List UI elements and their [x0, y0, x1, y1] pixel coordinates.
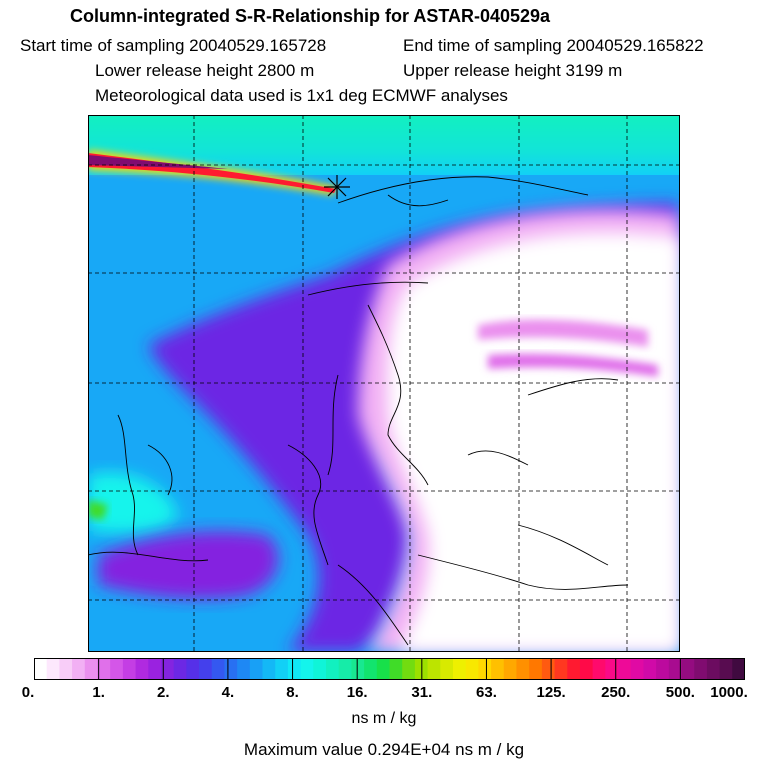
- colorbar: [34, 658, 745, 680]
- colorbar-cell: [719, 658, 733, 680]
- sensitivity-map: [88, 115, 680, 652]
- colorbar-cell: [630, 658, 644, 680]
- colorbar-cell: [541, 658, 555, 680]
- map-frame: [88, 115, 680, 652]
- colorbar-tick-label: 500.: [665, 684, 695, 701]
- colorbar-cell: [97, 658, 111, 680]
- colorbar-cell: [34, 658, 48, 680]
- upper-height-label: Upper release height 3199 m: [403, 61, 623, 80]
- colorbar-cell: [287, 658, 302, 680]
- lower-height-label: Lower release height 2800 m: [95, 61, 315, 80]
- colorbar-cell: [84, 658, 98, 680]
- colorbar-cell: [643, 658, 657, 680]
- colorbar-cell: [326, 658, 340, 680]
- colorbar-cell: [262, 658, 276, 680]
- colorbar-cell: [148, 658, 162, 680]
- plot-title: Column-integrated S-R-Relationship for A…: [70, 6, 551, 26]
- colorbar-cell: [579, 658, 594, 680]
- colorbar-cell: [364, 658, 378, 680]
- colorbar-cell: [173, 658, 187, 680]
- colorbar-cell: [389, 658, 403, 680]
- start-time-label: Start time of sampling 20040529.165728: [20, 36, 327, 55]
- colorbar-tick-label: 31.: [411, 684, 433, 701]
- colorbar-cell: [160, 658, 175, 680]
- colorbar-cell: [567, 658, 581, 680]
- colorbar-tick-label: 0.: [21, 684, 35, 701]
- colorbar-cell: [338, 658, 352, 680]
- colorbar-cell: [402, 658, 416, 680]
- colorbar-unit: ns m / kg: [351, 710, 417, 727]
- colorbar-cell: [237, 658, 251, 680]
- colorbar-cell: [351, 658, 365, 680]
- colorbar-cell: [681, 658, 695, 680]
- colorbar-cell: [706, 658, 721, 680]
- colorbar-tick-label: 125.: [536, 684, 566, 701]
- colorbar-tick-label: 1000.: [710, 684, 748, 701]
- colorbar-cell: [122, 658, 136, 680]
- colorbar-cell: [503, 658, 517, 680]
- colorbar-cell: [376, 658, 390, 680]
- colorbar-cell: [618, 658, 632, 680]
- coastlines: [88, 176, 629, 646]
- colorbar-cell: [59, 658, 73, 680]
- colorbar-cell: [72, 658, 86, 680]
- colorbar-cell: [249, 658, 263, 680]
- colorbar-cell: [46, 658, 60, 680]
- gridlines: [88, 115, 680, 652]
- colorbar-cell: [275, 658, 289, 680]
- colorbar-cell: [529, 658, 543, 680]
- colorbar-cell: [427, 658, 441, 680]
- colorbar-cell: [516, 658, 530, 680]
- met-data-label: Meteorological data used is 1x1 deg ECMW…: [95, 86, 508, 105]
- colorbar-tick-label: 1.: [92, 684, 105, 701]
- colorbar-cell: [452, 658, 467, 680]
- colorbar-cell: [694, 658, 708, 680]
- colorbar-cell: [491, 658, 505, 680]
- maximum-value-label: Maximum value 0.294E+04 ns m / kg: [243, 740, 525, 759]
- release-point-marker: [324, 175, 350, 199]
- colorbar-cell: [186, 658, 200, 680]
- colorbar-cell: [313, 658, 327, 680]
- colorbar-cell: [605, 658, 619, 680]
- colorbar-tick-label: 250.: [601, 684, 631, 701]
- colorbar-tick-label: 8.: [286, 684, 299, 701]
- colorbar-tick-label: 4.: [221, 684, 235, 701]
- colorbar-tick-label: 63.: [476, 684, 497, 701]
- colorbar-tick-label: 2.: [157, 684, 170, 701]
- colorbar-tick-label: 16.: [346, 684, 368, 701]
- colorbar-cell: [478, 658, 492, 680]
- colorbar-cell: [110, 658, 124, 680]
- colorbar-cell: [592, 658, 606, 680]
- end-time-label: End time of sampling 20040529.165822: [403, 36, 704, 55]
- colorbar-cell: [668, 658, 682, 680]
- colorbar-cell: [440, 658, 454, 680]
- colorbar-cell: [732, 658, 745, 680]
- colorbar-cell: [554, 658, 568, 680]
- colorbar-cell: [199, 658, 213, 680]
- colorbar-cell: [224, 658, 238, 680]
- colorbar-cell: [465, 658, 479, 680]
- colorbar-cell: [300, 658, 314, 680]
- colorbar-cell: [211, 658, 225, 680]
- colorbar-cell: [656, 658, 670, 680]
- colorbar-cell: [135, 658, 149, 680]
